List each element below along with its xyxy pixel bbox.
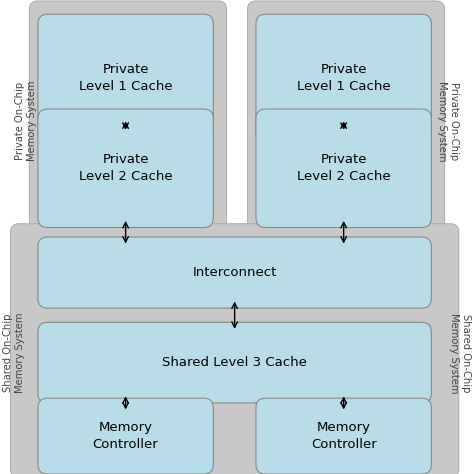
FancyBboxPatch shape [256,14,431,142]
Text: Memory
Controller: Memory Controller [93,421,158,451]
Text: Shared On-Chip
Memory System: Shared On-Chip Memory System [449,313,471,393]
FancyBboxPatch shape [38,14,213,142]
FancyBboxPatch shape [38,237,431,308]
FancyBboxPatch shape [247,1,445,236]
Text: Private
Level 2 Cache: Private Level 2 Cache [297,153,391,183]
Text: Interconnect: Interconnect [192,266,277,279]
Text: Private
Level 1 Cache: Private Level 1 Cache [79,63,173,93]
Text: Shared On-Chip
Memory System: Shared On-Chip Memory System [3,313,25,393]
FancyBboxPatch shape [38,109,213,228]
FancyBboxPatch shape [38,398,213,474]
Text: Private
Level 2 Cache: Private Level 2 Cache [79,153,173,183]
FancyBboxPatch shape [256,398,431,474]
Text: Private On-Chip
Memory System: Private On-Chip Memory System [437,81,459,161]
FancyBboxPatch shape [10,224,459,474]
Text: Private On-Chip
Memory System: Private On-Chip Memory System [15,81,37,161]
Text: Shared Level 3 Cache: Shared Level 3 Cache [162,356,307,369]
FancyBboxPatch shape [38,322,431,403]
Text: Private
Level 1 Cache: Private Level 1 Cache [297,63,391,93]
Text: Memory
Controller: Memory Controller [311,421,376,451]
FancyBboxPatch shape [256,109,431,228]
FancyBboxPatch shape [29,1,227,236]
